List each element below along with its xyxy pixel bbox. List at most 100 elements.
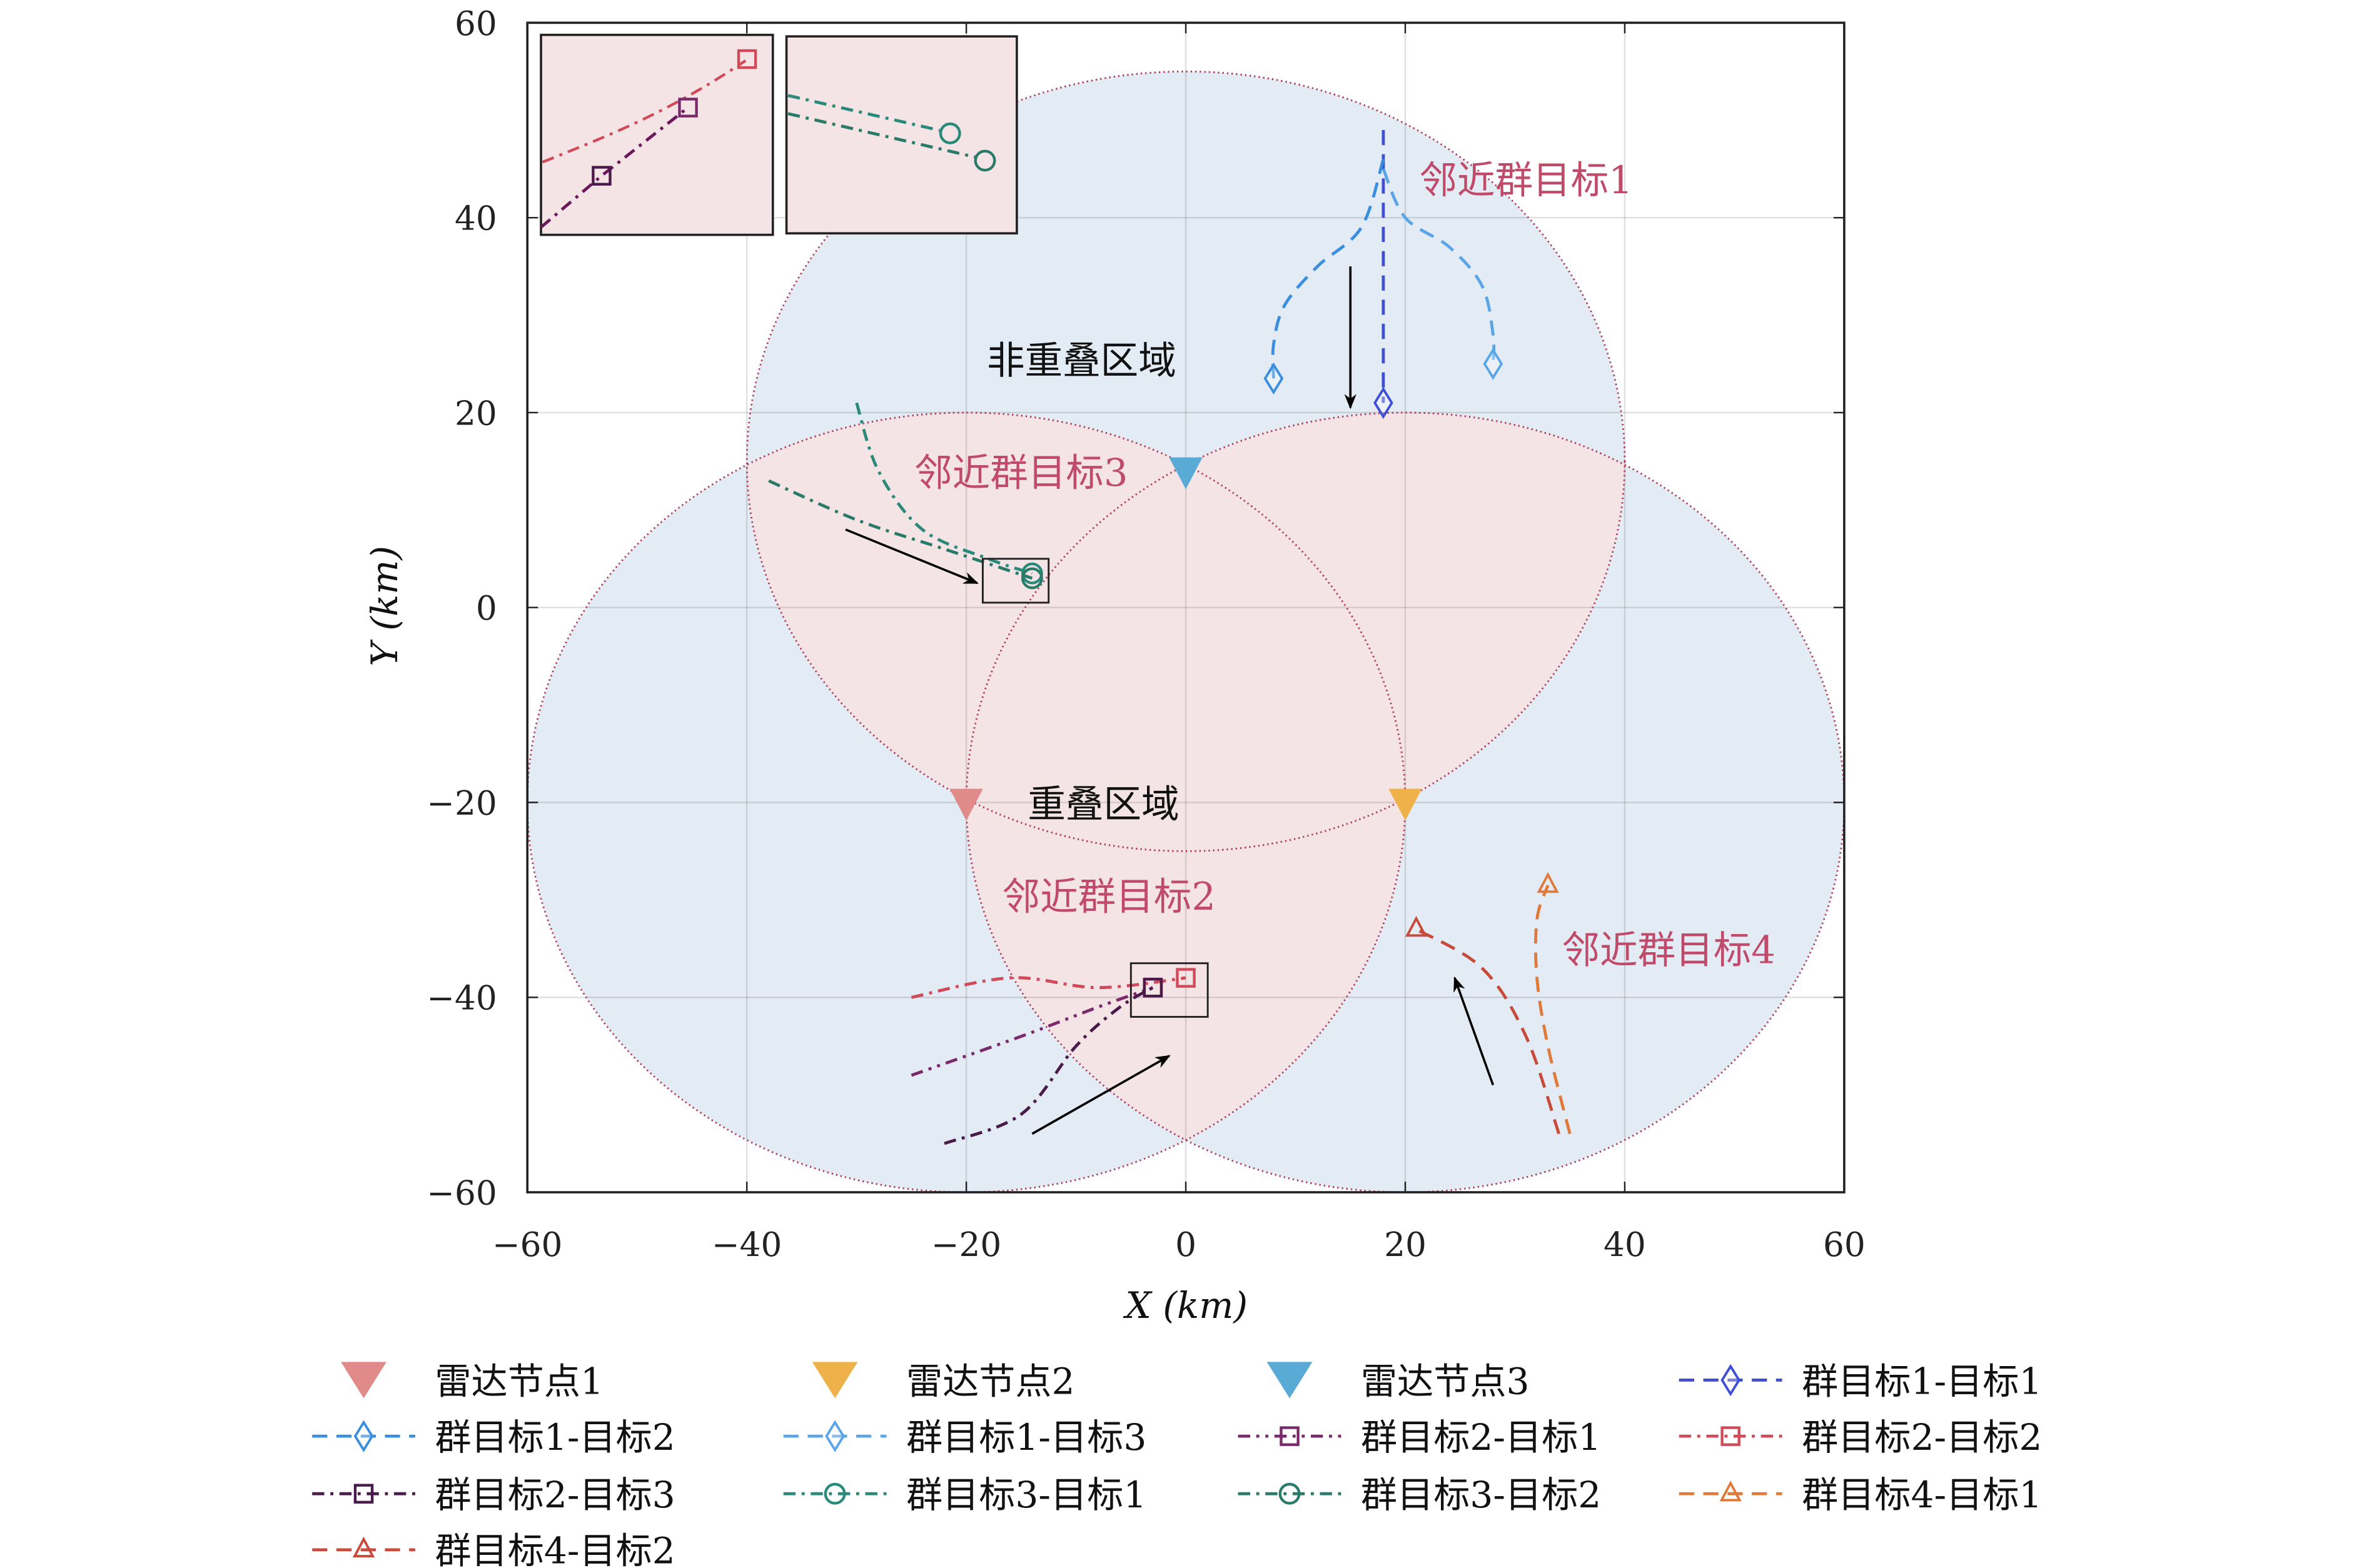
legend-label: 雷达节点2 [906,1360,1075,1402]
inset-marker [939,122,961,144]
inset-line-2-2 [542,59,747,164]
series-line-10 [1415,928,1560,1135]
series-line-6 [944,986,1154,1145]
series-line-9 [1533,885,1572,1135]
y-tick-label: 60 [455,4,497,43]
series-marker-8 [1021,567,1043,590]
x-axis-label: X (km) [1123,1284,1248,1327]
legend-marker-icon [824,1482,846,1505]
x-tick-label: 40 [1604,1225,1646,1264]
x-tick-label: −20 [931,1225,1001,1264]
legend-label: 群目标1-目标2 [435,1416,675,1459]
series-marker-9 [1537,872,1559,893]
legend-label: 群目标2-目标2 [1802,1416,2042,1459]
inset-marker [592,166,612,186]
series-marker-6 [1143,977,1163,998]
y-tick-label: 0 [476,589,497,628]
y-axis-label: Y (km) [363,546,406,666]
legend: 雷达节点1 雷达节点2 雷达节点3 群目标1-目标1 群目标1-目标2 群目标1-目标3 群… [312,1360,2042,1568]
legend-radar-icon [341,1362,386,1399]
series-line-3 [1382,168,1496,364]
legend-marker-icon [825,1420,845,1452]
motion-arrow-4 [1453,976,1495,1086]
series-line-4 [911,986,1154,1077]
legend-label: 雷达节点3 [1361,1360,1530,1402]
legend-marker-icon [353,1484,374,1504]
legend-marker-icon [1280,1426,1300,1446]
y-tick-label: 20 [455,394,497,433]
legend-item: 群目标3-目标2 [1238,1474,1601,1516]
radar-node-2 [1388,788,1422,821]
inset-group2 [540,33,774,236]
radar-node-1 [949,788,983,821]
inset-panel-1 [540,33,774,236]
legend-item: 雷达节点2 [812,1360,1075,1402]
radar-node-3 [1169,457,1203,490]
legend-label: 群目标1-目标3 [906,1416,1146,1459]
inset-line-3-1 [787,94,940,132]
coverage-circle-1 [745,70,1626,852]
legend-item: 群目标1-目标2 [312,1416,675,1459]
legend-label: 群目标1-目标1 [1802,1360,2042,1402]
legend-item: 群目标2-目标1 [1238,1416,1601,1459]
annotation-2: 重叠区域 [1028,783,1179,827]
inset-panel-2 [785,35,1018,235]
legend-item: 雷达节点3 [1266,1360,1530,1402]
legend-item: 群目标2-目标2 [1679,1416,2042,1459]
legend-label: 群目标2-目标3 [435,1474,675,1516]
inset-line-3-2 [787,112,978,159]
legend-label: 群目标4-目标2 [435,1530,675,1568]
legend-label: 群目标3-目标2 [1361,1474,1601,1516]
legend-item: 群目标2-目标3 [312,1474,675,1516]
zoom-box-2 [1129,962,1209,1018]
x-tick-label: 20 [1384,1225,1427,1264]
series-marker-1 [1373,386,1393,420]
legend-marker-icon [353,1420,374,1452]
legend-marker-icon [1720,1364,1740,1397]
y-tick-label: −40 [427,979,497,1018]
legend-label: 群目标4-目标1 [1802,1474,2042,1516]
inset-group3 [785,35,1018,235]
legend-radar-icon [1266,1362,1313,1399]
legend-item: 群目标4-目标1 [1679,1474,2042,1516]
annotation-5: 邻近群目标2 [1003,875,1216,919]
y-tick-label: −20 [427,784,497,823]
annotation-6: 邻近群目标4 [1562,929,1775,973]
legend-marker-icon [1719,1480,1742,1502]
legend-marker-icon [352,1536,375,1557]
series-line-7 [855,402,1033,575]
series-marker-3 [1483,348,1503,380]
annotation-4: 邻近群目标3 [914,451,1128,495]
series-line-2 [1271,158,1385,379]
series-marker-2 [1263,362,1284,395]
legend-marker-icon [1278,1482,1301,1505]
annotation-1: 非重叠区域 [987,339,1176,383]
legend-item: 群目标1-目标1 [1679,1360,2042,1402]
x-tick-label: 0 [1175,1225,1196,1264]
inset-marker [974,149,996,172]
legend-item: 群目标3-目标1 [783,1474,1146,1516]
legend-marker-icon [1720,1426,1740,1446]
x-tick-label: 60 [1823,1225,1866,1264]
inset-marker [737,49,757,69]
legend-item: 群目标1-目标3 [783,1416,1146,1459]
series-line-5 [911,976,1186,999]
y-tick-label: 40 [455,199,497,238]
legend-label: 雷达节点1 [435,1360,604,1402]
legend-item: 群目标4-目标2 [312,1530,675,1568]
series-line-8 [768,479,1033,580]
legend-label: 群目标2-目标1 [1361,1416,1601,1459]
series-marker-5 [1176,968,1196,988]
annotation-3: 邻近群目标1 [1419,159,1632,203]
y-tick-label: −60 [427,1173,497,1212]
legend-label: 群目标3-目标1 [906,1474,1146,1516]
motion-arrow-3 [1031,1055,1171,1135]
x-tick-label: −40 [712,1225,782,1264]
legend-item: 雷达节点1 [341,1360,604,1402]
series-marker-10 [1405,916,1428,937]
zoom-box-1 [981,558,1050,604]
inset-marker [678,98,698,118]
